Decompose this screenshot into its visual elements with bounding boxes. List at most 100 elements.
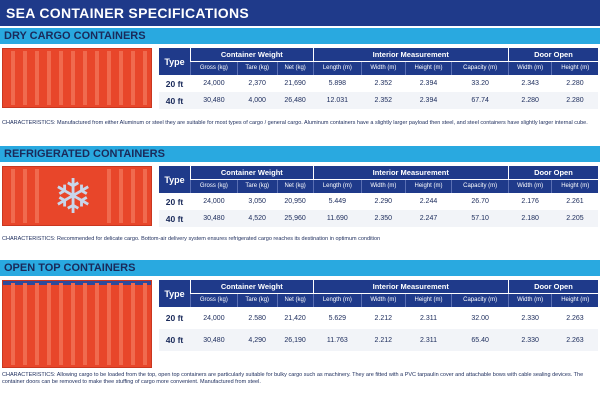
section-refrigerated: REFRIGERATED CONTAINERS ❄ Type Container… — [0, 146, 600, 250]
group-header: Door Open — [507, 48, 598, 61]
table-cell: 2.244 — [405, 193, 452, 210]
table-cell: 67.74 — [451, 92, 509, 109]
column-header: Tare (kg) — [236, 178, 278, 193]
table-cell: 2.290 — [361, 193, 406, 210]
column-header: Width (m) — [361, 60, 406, 75]
table-cell: 2.394 — [405, 92, 452, 109]
table-cell: 2.343 — [508, 75, 552, 92]
column-header: Gross (kg) — [190, 60, 238, 75]
section-dry-cargo: DRY CARGO CONTAINERS Type Container Weig… — [0, 28, 600, 140]
table-cell: 2.352 — [361, 92, 406, 109]
type-header: Type — [158, 166, 191, 193]
table-cell: 4,000 — [237, 92, 278, 109]
table-cell: 30,480 — [190, 92, 238, 109]
table-row: 40 ft 30,480 4,290 26,190 11.763 2.212 2… — [158, 329, 598, 351]
table-cell: 3,050 — [237, 193, 278, 210]
table-cell: 21,690 — [277, 75, 314, 92]
column-header: Length (m) — [312, 178, 362, 193]
table-cell: 2.176 — [508, 193, 552, 210]
table-cell: 2.280 — [551, 75, 598, 92]
size-cell: 20 ft — [158, 193, 191, 210]
table-cell: 2.261 — [551, 193, 598, 210]
table-cell: 2.580 — [237, 307, 278, 329]
table-row: 40 ft 30,480 4,000 26,480 12.031 2.352 2… — [158, 92, 598, 109]
column-header: Net (kg) — [276, 60, 314, 75]
table-cell: 2.280 — [508, 92, 552, 109]
table-cell: 2.311 — [405, 329, 452, 351]
group-header: Container Weight — [190, 48, 314, 61]
table-cell: 24,000 — [190, 193, 238, 210]
table-cell: 2.280 — [551, 92, 598, 109]
table-cell: 2.247 — [405, 210, 452, 227]
table-cell: 5.449 — [313, 193, 362, 210]
characteristics-text: CHARACTERISTICS: Manufactured from eithe… — [2, 120, 588, 126]
table-cell: 2.330 — [508, 329, 552, 351]
characteristics-text: CHARACTERISTICS: Allowing cargo to be lo… — [2, 372, 584, 385]
table-cell: 12.031 — [313, 92, 362, 109]
table-cell: 24,000 — [190, 75, 238, 92]
table-cell: 5.898 — [313, 75, 362, 92]
table-cell: 5.629 — [313, 307, 362, 329]
column-header: Width (m) — [361, 292, 406, 307]
table-row: 20 ft 24,000 2,370 21,690 5.898 2.352 2.… — [158, 75, 598, 92]
snowflake-icon: ❄ — [53, 169, 94, 225]
table-cell: 30,480 — [190, 210, 238, 227]
group-header: Interior Measurement — [312, 48, 509, 61]
table-cell: 4,290 — [237, 329, 278, 351]
column-header: Height (m) — [404, 292, 452, 307]
group-header: Interior Measurement — [312, 280, 509, 293]
table-row: 40 ft 30,480 4,520 25,960 11.690 2.350 2… — [158, 210, 598, 227]
column-header: Length (m) — [312, 292, 362, 307]
table-cell: 11.763 — [313, 329, 362, 351]
size-cell: 40 ft — [158, 210, 191, 227]
page-title: SEA CONTAINER SPECIFICATIONS — [0, 0, 600, 26]
table-cell: 65.40 — [451, 329, 509, 351]
table-cell: 2.205 — [551, 210, 598, 227]
table-row: 20 ft 24,000 3,050 20,950 5.449 2.290 2.… — [158, 193, 598, 210]
spec-table: Type Container Weight Interior Measureme… — [158, 280, 598, 351]
column-header: Height (m) — [404, 178, 452, 193]
spec-table: Type Container Weight Interior Measureme… — [158, 166, 598, 227]
group-header: Door Open — [507, 280, 598, 293]
size-cell: 20 ft — [158, 307, 191, 329]
type-header: Type — [158, 280, 191, 307]
table-cell: 2.311 — [405, 307, 452, 329]
table-cell: 2.350 — [361, 210, 406, 227]
column-header: Width (m) — [507, 178, 552, 193]
section-header: DRY CARGO CONTAINERS — [0, 28, 600, 44]
column-header: Width (m) — [361, 178, 406, 193]
open-top-container-illustration — [2, 280, 152, 368]
table-cell: 26,480 — [277, 92, 314, 109]
table-cell: 2,370 — [237, 75, 278, 92]
table-row: 20 ft 24,000 2.580 21,420 5.629 2.212 2.… — [158, 307, 598, 329]
table-cell: 2.212 — [361, 307, 406, 329]
column-header: Gross (kg) — [190, 292, 238, 307]
table-cell: 24,000 — [190, 307, 238, 329]
table-cell: 2.180 — [508, 210, 552, 227]
size-cell: 40 ft — [158, 329, 191, 351]
dry-container-illustration — [2, 48, 152, 108]
table-cell: 20,950 — [277, 193, 314, 210]
column-header: Net (kg) — [276, 178, 314, 193]
type-header: Type — [158, 48, 191, 75]
group-header: Interior Measurement — [312, 166, 509, 179]
table-cell: 32.00 — [451, 307, 509, 329]
spec-table: Type Container Weight Interior Measureme… — [158, 48, 598, 109]
section-header: OPEN TOP CONTAINERS — [0, 260, 600, 276]
characteristics-text: CHARACTERISTICS: Recommended for delicat… — [2, 236, 381, 242]
group-header: Container Weight — [190, 280, 314, 293]
table-cell: 2.394 — [405, 75, 452, 92]
column-header: Gross (kg) — [190, 178, 238, 193]
table-cell: 30,480 — [190, 329, 238, 351]
section-open-top: OPEN TOP CONTAINERS Type Container Weigh… — [0, 260, 600, 400]
table-cell: 57.10 — [451, 210, 509, 227]
column-header: Capacity (m) — [451, 178, 509, 193]
refrigerated-container-illustration: ❄ — [2, 166, 152, 226]
table-cell: 4,520 — [237, 210, 278, 227]
column-header: Tare (kg) — [236, 292, 278, 307]
table-cell: 2.263 — [551, 329, 598, 351]
table-cell: 21,420 — [277, 307, 314, 329]
table-cell: 2.352 — [361, 75, 406, 92]
column-header: Length (m) — [312, 60, 362, 75]
table-cell: 11.690 — [313, 210, 362, 227]
